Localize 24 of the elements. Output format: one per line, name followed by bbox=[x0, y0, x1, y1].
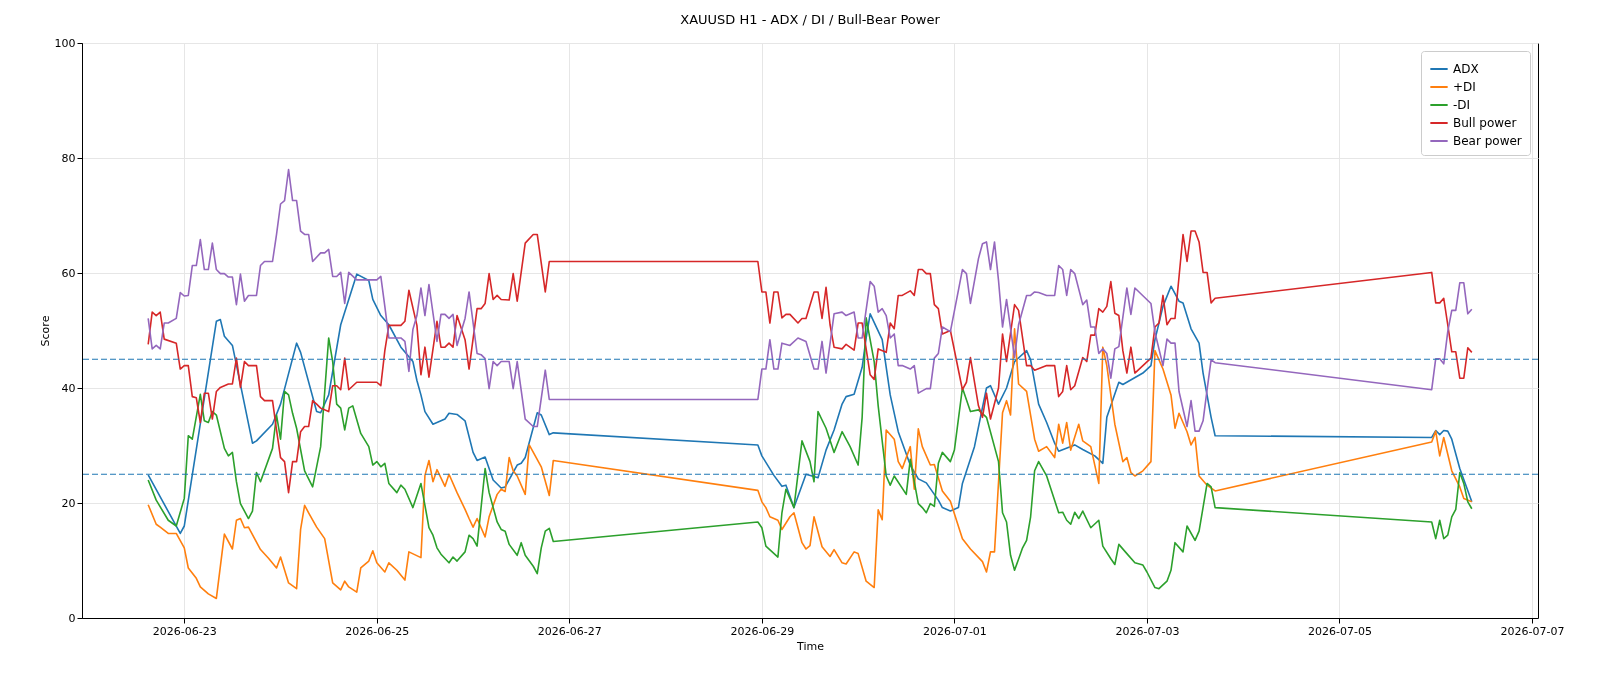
y-tick-label: 100 bbox=[54, 36, 76, 50]
x-tick-label: 2026-06-27 bbox=[537, 624, 602, 638]
legend-label: +DI bbox=[1453, 80, 1476, 94]
x-tick-label: 2026-07-01 bbox=[922, 624, 987, 638]
x-axis-title: Time bbox=[796, 639, 825, 653]
x-tick-label: 2026-07-07 bbox=[1500, 624, 1565, 638]
y-tick-label: 20 bbox=[61, 496, 76, 510]
legend-label: -DI bbox=[1453, 98, 1471, 112]
legend-label: ADX bbox=[1453, 62, 1479, 76]
y-tick-label: 80 bbox=[61, 151, 76, 165]
x-tick-label: 2026-07-05 bbox=[1307, 624, 1372, 638]
line-series bbox=[147, 230, 1473, 494]
y-tick-label: 0 bbox=[68, 611, 76, 625]
chart-title: XAUUSD H1 - ADX / DI / Bull-Bear Power bbox=[680, 12, 941, 27]
legend-label: Bear power bbox=[1453, 134, 1522, 148]
line-series bbox=[147, 168, 1473, 432]
x-tick-label: 2026-06-23 bbox=[152, 624, 217, 638]
x-tick-label: 2026-06-29 bbox=[730, 624, 795, 638]
x-tick-label: 2026-06-25 bbox=[345, 624, 410, 638]
y-axis-title: Score bbox=[38, 315, 52, 347]
y-tick-label: 60 bbox=[61, 266, 76, 280]
x-tick-label: 2026-07-03 bbox=[1115, 624, 1180, 638]
y-tick-label: 40 bbox=[61, 381, 76, 395]
legend-label: Bull power bbox=[1453, 116, 1517, 130]
